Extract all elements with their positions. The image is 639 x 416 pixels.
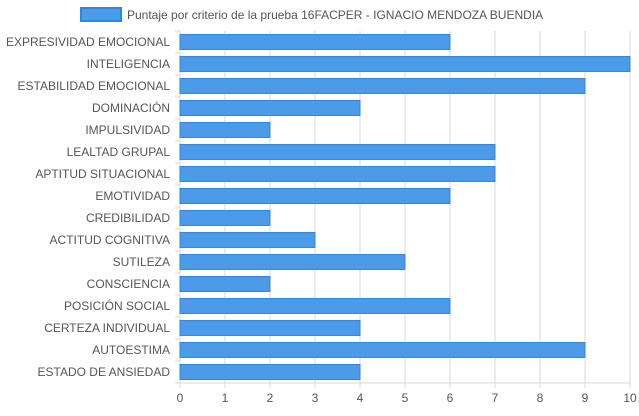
bar[interactable]	[179, 364, 361, 380]
category-label: EXPRESIVIDAD EMOCIONAL	[6, 35, 170, 49]
bar[interactable]	[179, 276, 271, 292]
x-tick-label: 3	[312, 391, 319, 405]
category-label: SUTILEZA	[113, 255, 170, 269]
category-label: APTITUD SITUACIONAL	[35, 167, 170, 181]
bar[interactable]	[179, 254, 406, 270]
category-label: CREDIBILIDAD	[86, 211, 170, 225]
category-labels: EXPRESIVIDAD EMOCIONAL INTELIGENCIA ESTABI…	[6, 35, 170, 379]
x-tick-label: 9	[582, 391, 589, 405]
bar[interactable]	[179, 232, 316, 248]
bar[interactable]	[179, 34, 451, 50]
bar[interactable]	[179, 210, 271, 226]
bar[interactable]	[179, 122, 271, 138]
bar[interactable]	[179, 100, 361, 116]
category-label: ESTADO DE ANSIEDAD	[38, 365, 171, 379]
category-label: AUTOESTIMA	[92, 343, 170, 357]
category-label: POSICIÓN SOCIAL	[64, 298, 170, 313]
bar[interactable]	[179, 298, 451, 314]
x-tick-label: 7	[492, 391, 499, 405]
bar[interactable]	[179, 56, 631, 72]
bar[interactable]	[179, 166, 496, 182]
bar[interactable]	[179, 144, 496, 160]
category-label: EMOTIVIDAD	[95, 189, 170, 203]
bar[interactable]	[179, 188, 451, 204]
x-tick-label: 2	[267, 391, 274, 405]
category-label: CONSCIENCIA	[87, 277, 170, 291]
category-label: IMPULSIVIDAD	[85, 123, 170, 137]
x-tick-label: 4	[357, 391, 364, 405]
x-tick-labels: 0 1 2 3 4 5 6 7 8 9 10	[177, 391, 637, 405]
category-label: LEALTAD GRUPAL	[67, 145, 171, 159]
bar[interactable]	[179, 342, 586, 358]
x-tick-label: 10	[623, 391, 637, 405]
category-label: ESTABILIDAD EMOCIONAL	[18, 79, 171, 93]
x-tick-label: 0	[177, 391, 184, 405]
category-label: CERTEZA INDIVIDUAL	[44, 321, 170, 335]
legend-label: Puntaje por criterio de la prueba 16FACP…	[127, 8, 543, 22]
bar[interactable]	[179, 320, 361, 336]
legend[interactable]: Puntaje por criterio de la prueba 16FACP…	[80, 7, 543, 22]
x-tick-label: 1	[222, 391, 229, 405]
bars	[179, 34, 631, 380]
category-label: INTELIGENCIA	[87, 57, 170, 71]
x-tick-label: 6	[447, 391, 454, 405]
category-label: ACTITUD COGNITIVA	[50, 233, 170, 247]
x-tick-label: 8	[537, 391, 544, 405]
bar[interactable]	[179, 78, 586, 94]
legend-swatch	[80, 7, 122, 22]
x-tick-label: 5	[402, 391, 409, 405]
category-label: DOMINACIÓN	[92, 100, 170, 115]
